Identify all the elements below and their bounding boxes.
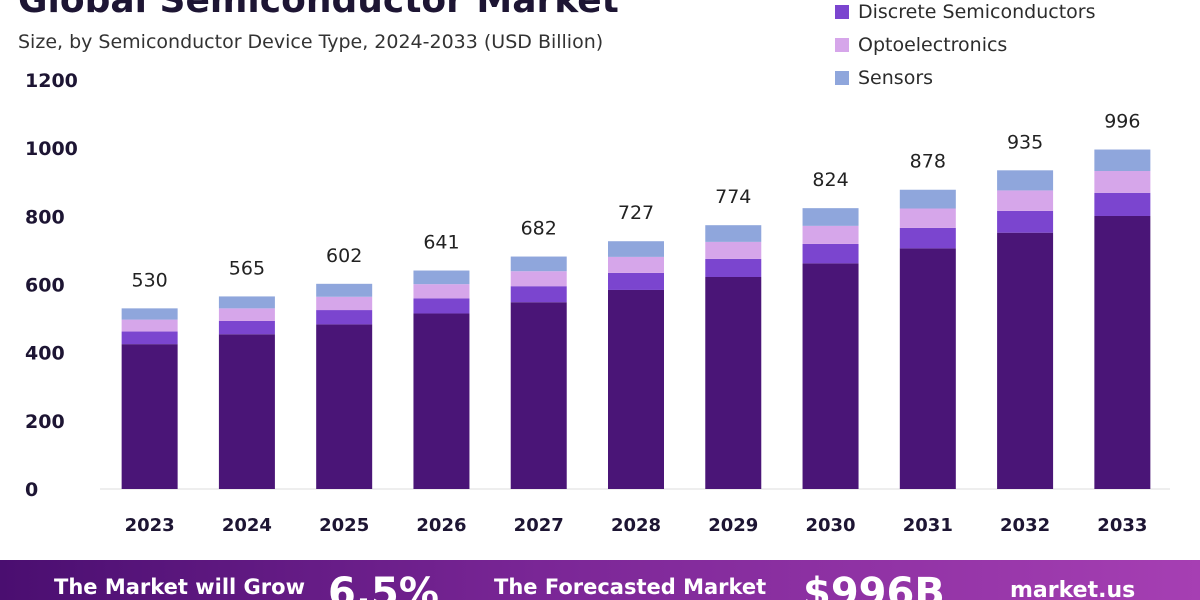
bar-segment-2032-series-0 bbox=[997, 232, 1054, 489]
x-tick-label-2033: 2033 bbox=[1097, 515, 1147, 536]
data-label-2025: 602 bbox=[326, 245, 362, 267]
bar-segment-2027-series-1 bbox=[510, 286, 567, 303]
data-label-2027: 682 bbox=[521, 218, 557, 240]
y-tick-label: 800 bbox=[25, 206, 65, 228]
bar-segment-2030-series-1 bbox=[802, 243, 859, 264]
legend-swatch-discrete-semiconductors bbox=[835, 4, 849, 19]
bar-segment-2029-series-3 bbox=[705, 225, 762, 242]
bar-segment-2031-series-0 bbox=[899, 248, 956, 489]
bar-segment-2027-series-0 bbox=[510, 302, 567, 489]
bar-segment-2026-series-2 bbox=[413, 284, 470, 299]
data-label-2026: 641 bbox=[423, 232, 459, 254]
bar-segment-2025-series-3 bbox=[316, 283, 373, 297]
y-tick-label: 200 bbox=[25, 411, 65, 433]
data-label-2030: 824 bbox=[812, 169, 848, 191]
legend-label-discrete-semiconductors: Discrete Semiconductors bbox=[858, 0, 1096, 23]
bar-segment-2023-series-3 bbox=[121, 308, 178, 320]
legend-swatch-optoelectronics bbox=[835, 37, 849, 52]
chart-title: Global Semiconductor Market bbox=[18, 0, 619, 21]
legend-swatch-sensors bbox=[835, 70, 849, 85]
x-tick-label-2029: 2029 bbox=[708, 515, 758, 536]
footer-banner: The Market will Grow 6.5% The Forecasted… bbox=[0, 560, 1200, 600]
bar-segment-2025-series-0 bbox=[316, 324, 373, 489]
chart-legend: Discrete Semiconductors Optoelectronics … bbox=[835, 0, 1096, 94]
bar-segment-2028-series-0 bbox=[608, 289, 664, 489]
bar-segment-2026-series-3 bbox=[413, 270, 470, 285]
bar-segment-2031-series-1 bbox=[899, 227, 956, 249]
bar-segment-2032-series-3 bbox=[997, 170, 1054, 191]
bar-segment-2023-series-1 bbox=[121, 331, 178, 345]
bar-segment-2028-series-2 bbox=[608, 256, 664, 273]
bar-segment-2023-series-0 bbox=[121, 344, 178, 489]
y-tick-label: 1200 bbox=[25, 70, 78, 92]
y-tick-label: 0 bbox=[25, 479, 38, 501]
y-tick-label: 1000 bbox=[25, 138, 78, 160]
bar-segment-2033-series-2 bbox=[1094, 171, 1151, 193]
bar-segment-2024-series-1 bbox=[218, 320, 275, 335]
x-tick-label-2030: 2030 bbox=[805, 515, 855, 536]
bar-segment-2030-series-3 bbox=[802, 208, 859, 226]
x-tick-label-2024: 2024 bbox=[222, 515, 272, 536]
legend-label-sensors: Sensors bbox=[858, 66, 934, 89]
y-tick-label: 600 bbox=[25, 275, 65, 297]
x-tick-label-2025: 2025 bbox=[319, 515, 369, 536]
data-label-2024: 565 bbox=[229, 257, 265, 279]
bar-segment-2024-series-0 bbox=[218, 334, 275, 489]
x-tick-label-2026: 2026 bbox=[416, 515, 466, 536]
data-label-2032: 935 bbox=[1007, 131, 1043, 153]
bar-segment-2030-series-2 bbox=[802, 225, 859, 244]
data-label-2031: 878 bbox=[910, 151, 946, 173]
legend-item-discrete-semiconductors: Discrete Semiconductors bbox=[835, 0, 1096, 28]
bar-segment-2027-series-2 bbox=[510, 271, 567, 287]
bar-segment-2032-series-2 bbox=[997, 190, 1054, 211]
bar-segment-2032-series-1 bbox=[997, 210, 1054, 233]
bar-segment-2031-series-2 bbox=[899, 208, 956, 228]
bar-segment-2024-series-3 bbox=[218, 296, 275, 309]
bar-segment-2033-series-1 bbox=[1094, 192, 1151, 216]
stacked-bar-chart: 0 200 400 600 800 1000 1200 530 2023 565 2024 602 20… bbox=[25, 70, 1170, 536]
data-label-2023: 530 bbox=[132, 269, 168, 291]
data-label-2028: 727 bbox=[618, 202, 654, 224]
bar-segment-2033-series-0 bbox=[1094, 215, 1151, 489]
bar-segment-2026-series-1 bbox=[413, 298, 470, 314]
bar-segment-2028-series-3 bbox=[608, 241, 664, 257]
legend-label-optoelectronics: Optoelectronics bbox=[858, 33, 1008, 56]
footer-cagr-value: 6.5% bbox=[328, 570, 439, 600]
bar-segment-2023-series-2 bbox=[121, 319, 178, 332]
x-tick-label-2023: 2023 bbox=[125, 515, 175, 536]
y-tick-label: 400 bbox=[25, 343, 65, 365]
x-tick-label-2027: 2027 bbox=[514, 515, 564, 536]
legend-item-optoelectronics: Optoelectronics bbox=[835, 28, 1096, 61]
footer-forecast-label: The Forecasted Market bbox=[494, 575, 767, 599]
bar-segment-2033-series-3 bbox=[1094, 149, 1151, 172]
footer-grow-label: The Market will Grow bbox=[54, 575, 305, 599]
x-tick-label-2031: 2031 bbox=[903, 515, 953, 536]
bar-segment-2029-series-2 bbox=[705, 241, 762, 259]
bar-segment-2028-series-1 bbox=[608, 272, 664, 290]
chart-subtitle: Size, by Semiconductor Device Type, 2024… bbox=[18, 31, 604, 53]
bar-segment-2025-series-1 bbox=[316, 310, 373, 325]
data-label-2033: 996 bbox=[1104, 111, 1140, 133]
legend-item-sensors: Sensors bbox=[835, 61, 1096, 94]
data-label-2029: 774 bbox=[715, 186, 751, 208]
bar-segment-2025-series-2 bbox=[316, 296, 373, 311]
x-tick-label-2028: 2028 bbox=[611, 515, 661, 536]
footer-brand-logo: market.us bbox=[1010, 578, 1136, 600]
bar-segment-2029-series-1 bbox=[705, 258, 762, 278]
bar-segment-2029-series-0 bbox=[705, 277, 762, 489]
bar-segment-2031-series-3 bbox=[899, 189, 956, 209]
bar-segment-2024-series-2 bbox=[218, 308, 275, 321]
footer-forecast-value: $996B bbox=[803, 570, 945, 600]
x-tick-label-2032: 2032 bbox=[1000, 515, 1050, 536]
bar-segment-2026-series-0 bbox=[413, 313, 470, 489]
bar-segment-2030-series-0 bbox=[802, 263, 859, 489]
bar-segment-2027-series-3 bbox=[510, 256, 567, 272]
